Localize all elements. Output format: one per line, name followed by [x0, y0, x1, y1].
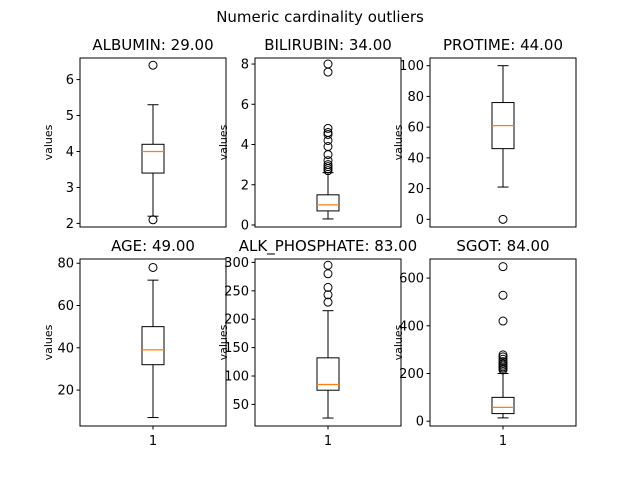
y-axis-label: values — [217, 324, 230, 360]
outlier-point — [498, 316, 508, 326]
y-tick-label: 40 — [407, 151, 424, 166]
iqr-box — [141, 326, 165, 366]
y-tick-label: 3 — [66, 181, 74, 196]
panel-title: ALK_PHOSPHATE: 83.00 — [239, 237, 417, 256]
outlier-point — [323, 67, 333, 77]
y-tick-label: 6 — [66, 73, 74, 88]
y-tick-label: 250 — [224, 284, 249, 299]
plot-frame — [254, 57, 402, 228]
plot-frame — [79, 57, 227, 228]
y-axis-label: values — [392, 124, 405, 160]
y-tick-label: 80 — [57, 257, 74, 272]
y-tick-label: 300 — [224, 256, 249, 271]
boxplot-panel: ALBUMIN: 29.00 2 3 4 5 6 values — [42, 36, 227, 232]
plot-frame — [429, 57, 577, 228]
iqr-box — [141, 143, 165, 174]
y-tick-label: 40 — [57, 341, 74, 356]
y-axis-label: values — [217, 124, 230, 160]
boxplot-panel: SGOT: 84.00 0 200 400 600 values 1 — [392, 237, 577, 449]
y-tick-label: 20 — [407, 182, 424, 197]
outlier-point — [323, 135, 333, 145]
y-tick-label: 100 — [224, 370, 249, 385]
panel-title: SGOT: 84.00 — [456, 237, 549, 255]
outlier-point — [323, 290, 333, 300]
boxplot-panel: AGE: 49.00 20 40 60 80 values 1 — [42, 237, 227, 449]
figure-title: Numeric cardinality outliers — [216, 8, 424, 26]
boxplot-panel: PROTIME: 44.00 0 20 40 60 80 100 values — [392, 36, 577, 228]
y-axis-label: values — [392, 324, 405, 360]
y-tick-label: 400 — [399, 319, 424, 334]
outlier-point — [323, 260, 333, 270]
y-tick-label: 60 — [57, 299, 74, 314]
y-tick-label: 4 — [66, 145, 74, 160]
outlier-point — [148, 262, 158, 272]
x-tick-label: 1 — [149, 434, 157, 449]
y-tick-label: 2 — [66, 217, 74, 232]
y-tick-label: 2 — [241, 178, 249, 193]
outlier-point — [323, 142, 333, 152]
iqr-box — [316, 357, 340, 391]
outlier-point — [148, 215, 158, 225]
outlier-point — [323, 123, 333, 133]
panel-title: BILIRUBIN: 34.00 — [264, 36, 392, 54]
y-tick-label: 50 — [232, 398, 249, 413]
y-tick-label: 20 — [57, 384, 74, 399]
x-tick-label: 1 — [324, 434, 332, 449]
outlier-point — [498, 365, 508, 375]
panel-title: PROTIME: 44.00 — [443, 36, 563, 54]
outlier-point — [323, 297, 333, 307]
y-tick-label: 5 — [66, 109, 74, 124]
y-tick-label: 200 — [224, 313, 249, 328]
iqr-box — [491, 396, 515, 415]
outlier-point — [323, 269, 333, 279]
outlier-point — [323, 150, 333, 160]
y-tick-label: 200 — [399, 367, 424, 382]
plot-frame — [429, 258, 577, 427]
outlier-point — [148, 60, 158, 70]
outlier-point — [498, 290, 508, 300]
outlier-point — [323, 129, 333, 139]
y-tick-label: 4 — [241, 138, 249, 153]
y-tick-label: 80 — [407, 90, 424, 105]
outlier-point — [498, 262, 508, 272]
panel-title: AGE: 49.00 — [111, 237, 195, 255]
boxplot-panel: BILIRUBIN: 34.00 0 2 4 6 8 values — [217, 36, 402, 233]
outlier-point — [498, 214, 508, 224]
panel-title: ALBUMIN: 29.00 — [92, 36, 213, 54]
outlier-point — [323, 166, 333, 176]
y-tick-label: 0 — [241, 218, 249, 233]
boxplot-panel: ALK_PHOSPHATE: 83.00 50 100 150 200 250 300 val… — [217, 237, 417, 449]
y-tick-label: 0 — [416, 415, 424, 430]
y-tick-label: 0 — [416, 213, 424, 228]
y-tick-label: 6 — [241, 98, 249, 113]
y-tick-label: 60 — [407, 121, 424, 136]
y-axis-label: values — [42, 324, 55, 360]
y-tick-label: 8 — [241, 58, 249, 73]
outlier-point — [323, 282, 333, 292]
y-tick-label: 150 — [224, 341, 249, 356]
x-tick-label: 1 — [499, 434, 507, 449]
iqr-box — [316, 194, 340, 212]
y-tick-label: 600 — [399, 272, 424, 287]
y-axis-label: values — [42, 124, 55, 160]
outlier-point — [323, 59, 333, 69]
y-tick-label: 100 — [399, 59, 424, 74]
